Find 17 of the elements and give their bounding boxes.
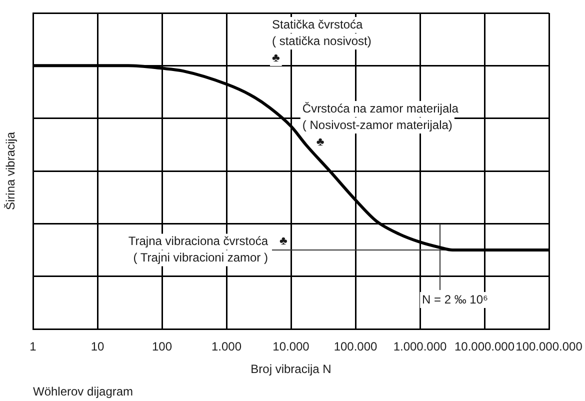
x-tick-label: 10.000.000: [454, 340, 515, 354]
x-tick-label: 1.000: [211, 340, 242, 354]
x-axis-title: Broj vibracija N: [250, 362, 332, 376]
x-tick-label: 10: [90, 340, 104, 354]
text: Wöhlerov dijagram: [33, 384, 134, 398]
x-tick-label: 1: [30, 340, 37, 354]
x-tick-label: 100.000.000: [516, 340, 583, 354]
x-tick-label: 1.000.000: [393, 340, 448, 354]
annotation: Čvrstoća na zamor materijala ( Nosivost-zamor materijala) ♣: [302, 101, 459, 148]
y-axis-title: Širina vibracija: [4, 132, 18, 210]
x-tick-label: 100.000: [334, 340, 378, 354]
x-tick-label: 100: [152, 340, 172, 354]
x-tick-label: 10.000: [272, 340, 310, 354]
ref-line-label: Trajna vibraciona čvrstoća ( Trajni vibracioni zamor ): [128, 234, 268, 265]
annotation: ♣: [280, 233, 288, 248]
text: Statička čvrstoća ( statička nosivost) ♣: [272, 17, 372, 64]
annotation: N = 2 ‰ 10⁶: [422, 292, 488, 306]
